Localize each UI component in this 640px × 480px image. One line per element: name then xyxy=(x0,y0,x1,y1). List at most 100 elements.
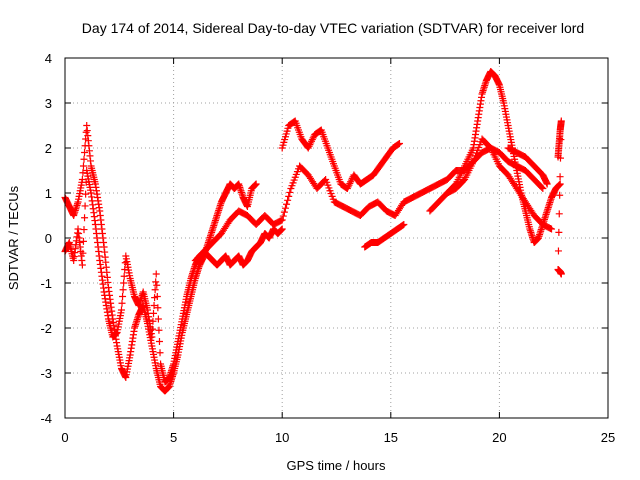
data-point-trace xyxy=(81,214,89,222)
data-point-trace xyxy=(154,304,162,312)
x-tick-label: 5 xyxy=(170,430,177,445)
axes: 0 5 10 15 20 25 -4 -3 -2 -1 0 1 2 3 4 xyxy=(40,51,615,445)
x-tick-label: 10 xyxy=(275,430,289,445)
y-tick-label: -3 xyxy=(40,366,52,381)
x-tick-label: 20 xyxy=(492,430,506,445)
data-point-trace xyxy=(285,192,293,200)
y-axis-label: SDTVAR / TECUs xyxy=(6,185,21,290)
data-point-trace xyxy=(555,210,563,218)
data-point-trace xyxy=(345,181,353,189)
data-point-trace xyxy=(151,286,159,294)
data-point-trace xyxy=(79,162,87,170)
data-point-trace xyxy=(153,293,161,300)
data-point-trace xyxy=(556,191,564,199)
data-point xyxy=(556,180,564,188)
data-point-trace xyxy=(82,128,90,136)
data-point xyxy=(148,333,156,341)
data-point-trace xyxy=(557,136,565,144)
data-point-trace xyxy=(307,139,315,147)
data-point-trace xyxy=(554,247,562,255)
data-point-trace xyxy=(556,173,564,181)
data-point xyxy=(400,221,408,228)
series-trace-i xyxy=(554,117,565,278)
y-tick-label: 0 xyxy=(45,231,52,246)
y-tick-label: -4 xyxy=(40,411,52,426)
y-tick-label: 4 xyxy=(45,51,52,66)
x-tick-label: 25 xyxy=(601,430,615,445)
data-point xyxy=(152,270,160,278)
data-point-trace xyxy=(152,278,160,286)
data-point-trace xyxy=(305,142,313,150)
data-point-trace xyxy=(283,200,291,208)
data-point xyxy=(278,225,286,233)
data-point xyxy=(557,270,565,278)
data-point-trace xyxy=(155,338,163,345)
data-point xyxy=(304,144,312,152)
data-point xyxy=(343,185,351,192)
y-tick-label: -1 xyxy=(40,276,52,291)
data-point-trace xyxy=(119,286,127,294)
data-point-trace xyxy=(80,155,88,163)
series-trace-h xyxy=(504,144,551,188)
data-point xyxy=(557,117,565,125)
series-trace-d xyxy=(278,117,403,192)
data-point-trace xyxy=(82,190,90,198)
data-point-trace xyxy=(280,208,288,216)
y-tick-label: 3 xyxy=(45,96,52,111)
series-trace-f xyxy=(426,68,564,246)
data-point-trace xyxy=(308,136,316,144)
data-point-trace xyxy=(344,183,352,191)
y-tick-label: -2 xyxy=(40,321,52,336)
data-point-trace xyxy=(153,281,161,289)
data-point xyxy=(278,216,286,224)
data-point-trace xyxy=(347,178,355,186)
data-point-trace xyxy=(148,325,156,333)
data-point xyxy=(78,176,86,183)
data-point xyxy=(117,306,125,314)
data-point-trace xyxy=(150,302,158,309)
y-tick-label: 2 xyxy=(45,141,52,156)
data-point-trace xyxy=(149,317,157,325)
series-trace-e xyxy=(361,221,408,251)
x-axis-label: GPS time / hours xyxy=(287,458,386,473)
data-point-trace xyxy=(81,202,89,210)
data-point xyxy=(543,180,551,188)
data-point-trace xyxy=(279,212,287,220)
data-point-trace xyxy=(346,179,354,187)
plot-frame xyxy=(64,57,609,419)
data-point-trace xyxy=(80,226,88,234)
data-markers xyxy=(61,68,565,395)
data-point-trace xyxy=(79,249,87,257)
data-point-trace xyxy=(284,196,292,204)
data-point-trace xyxy=(155,326,163,334)
x-tick-label: 15 xyxy=(384,430,398,445)
data-point-trace xyxy=(309,134,317,142)
data-point-trace xyxy=(81,149,89,156)
data-point-trace xyxy=(119,293,127,300)
data-point-trace xyxy=(306,141,314,149)
data-point-trace xyxy=(555,228,563,236)
y-tick-label: 1 xyxy=(45,186,52,201)
data-point-trace xyxy=(156,349,164,357)
chart-title: Day 174 of 2014, Sidereal Day-to-day VTE… xyxy=(82,20,584,36)
data-point-trace xyxy=(556,154,564,162)
data-point-trace xyxy=(120,279,128,287)
data-point xyxy=(78,261,86,269)
data-point-trace xyxy=(281,204,289,212)
series-trace-g xyxy=(443,135,556,233)
data-point xyxy=(252,180,260,188)
data-point xyxy=(539,185,547,192)
data-point-trace xyxy=(308,137,316,145)
x-tick-label: 0 xyxy=(61,430,68,445)
data-point-trace xyxy=(79,237,87,245)
series-trace-c xyxy=(191,144,547,264)
data-point xyxy=(395,140,403,147)
data-point-trace xyxy=(286,188,294,196)
grid xyxy=(65,58,608,418)
data-point-trace xyxy=(150,309,158,317)
data-point-trace xyxy=(154,315,162,323)
data-point xyxy=(548,225,556,233)
data-point-trace xyxy=(118,299,126,307)
data-point-trace xyxy=(538,183,546,191)
